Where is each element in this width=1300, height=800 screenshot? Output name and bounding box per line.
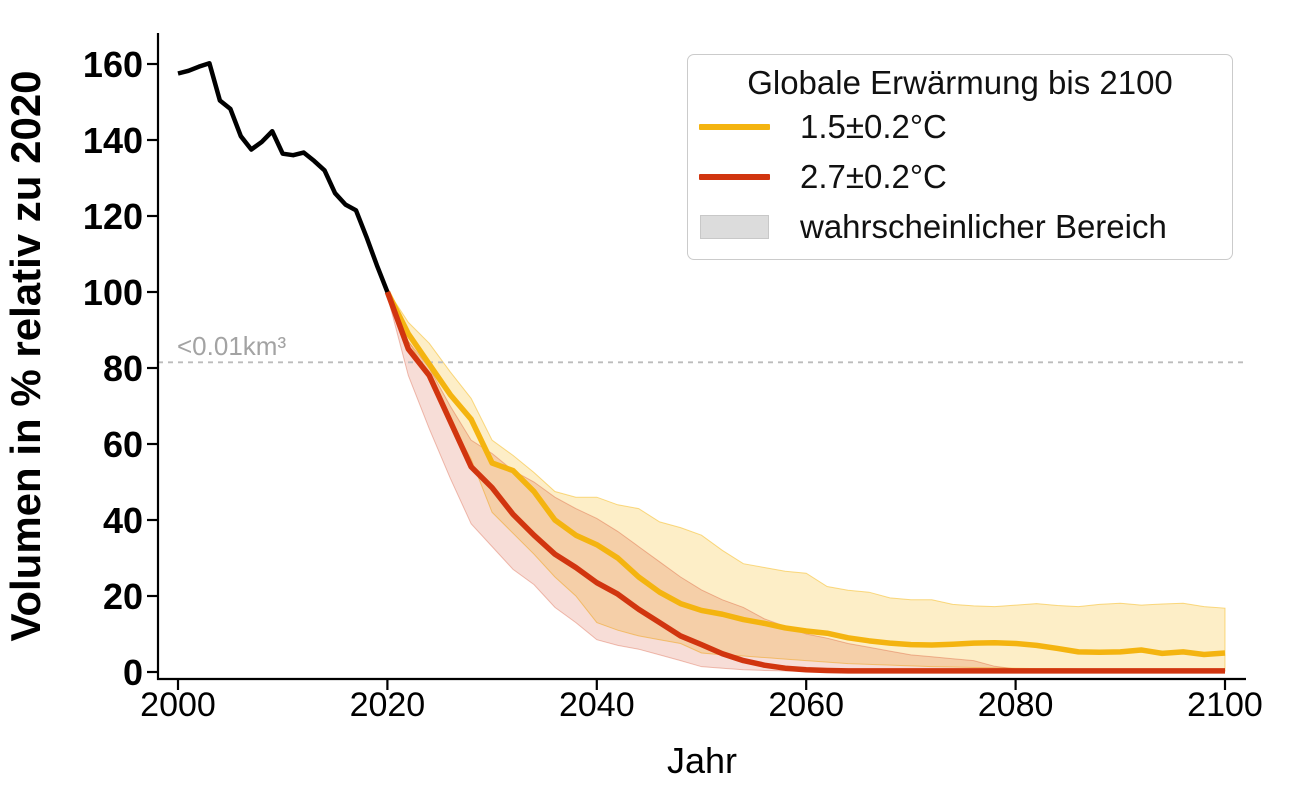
y-tick-label: 160 bbox=[83, 44, 143, 85]
legend-item-likely-range: wahrscheinlicher Bereich bbox=[688, 202, 1232, 252]
scenario-line-1 bbox=[384, 290, 1226, 658]
y-tick-label: 100 bbox=[83, 272, 143, 313]
legend-sample-wrap bbox=[688, 124, 780, 130]
y-tick-label: 120 bbox=[83, 196, 143, 237]
historical-line bbox=[177, 60, 390, 293]
legend-sample-wrap bbox=[688, 174, 780, 180]
legend-sample-wrap bbox=[688, 215, 780, 239]
x-tick-label: 2060 bbox=[768, 686, 844, 724]
legend-line-sample-2p7 bbox=[698, 174, 770, 180]
y-tick-label: 0 bbox=[123, 652, 143, 693]
y-tick-label: 20 bbox=[103, 576, 143, 617]
x-axis-label: Jahr bbox=[667, 740, 737, 781]
x-tick-label: 2100 bbox=[1187, 686, 1263, 724]
x-tick-label: 2040 bbox=[559, 686, 635, 724]
legend-line-sample-1p5 bbox=[698, 124, 770, 130]
y-tick-label: 60 bbox=[103, 424, 143, 465]
legend-label-likely-range: wahrscheinlicher Bereich bbox=[800, 208, 1167, 245]
y-tick-label: 140 bbox=[83, 120, 143, 161]
legend-label-2p7: 2.7±0.2°C bbox=[800, 158, 947, 195]
x-tick-label: 2080 bbox=[978, 686, 1054, 724]
scenario-line-2 bbox=[384, 291, 1225, 674]
y-tick-label: 80 bbox=[103, 348, 143, 389]
x-tick-label: 2000 bbox=[140, 686, 216, 724]
legend-item-scenario-1p5: 1.5±0.2°C bbox=[688, 102, 1232, 152]
threshold-annotation: <0.01km³ bbox=[177, 331, 287, 361]
legend-label-1p5: 1.5±0.2°C bbox=[800, 108, 947, 145]
y-tick-label: 40 bbox=[103, 500, 143, 541]
y-axis-label: Volumen in % relativ zu 2020 bbox=[2, 70, 49, 641]
x-tick-label: 2020 bbox=[350, 686, 426, 724]
legend: Globale Erwärmung bis 2100 1.5±0.2°C 2.7… bbox=[687, 54, 1233, 260]
legend-item-scenario-2p7: 2.7±0.2°C bbox=[688, 152, 1232, 202]
legend-patch-sample-likely-range bbox=[699, 215, 769, 239]
legend-title: Globale Erwärmung bis 2100 bbox=[747, 64, 1173, 101]
